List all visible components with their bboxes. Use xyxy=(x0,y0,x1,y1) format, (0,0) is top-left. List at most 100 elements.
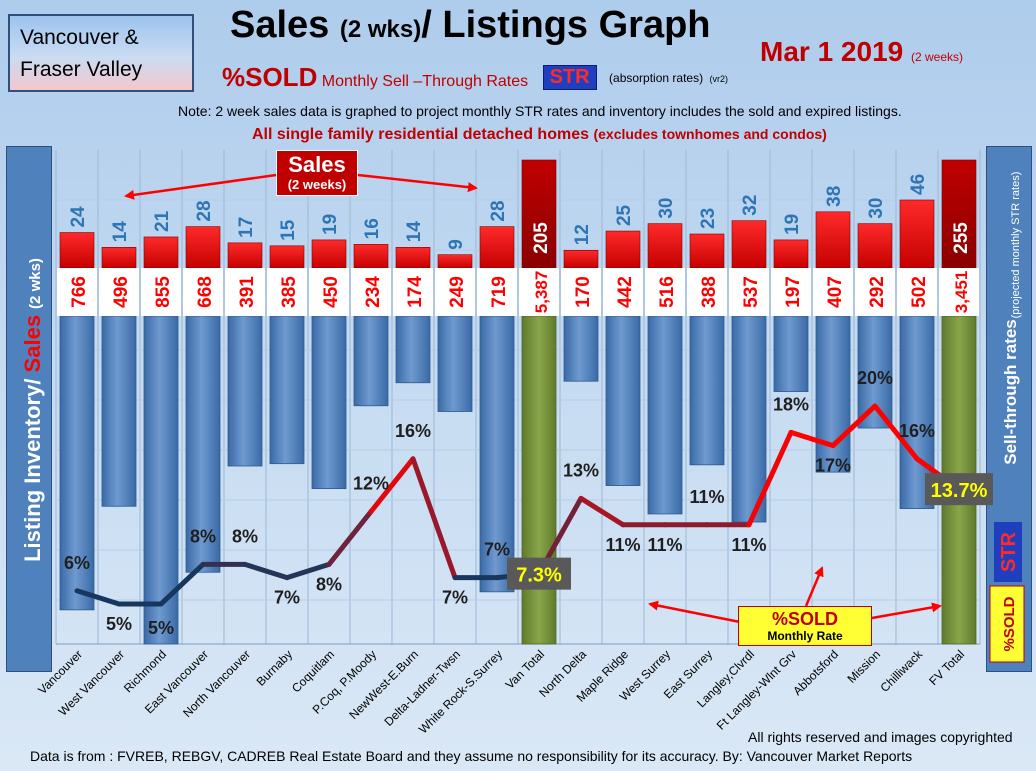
inventory-label-band xyxy=(57,268,97,316)
sold-arrow-right xyxy=(871,602,942,620)
sold-total-label: 13.7% xyxy=(931,480,988,502)
inventory-bar xyxy=(689,315,725,466)
sales-bar xyxy=(185,226,221,269)
sales-label: 14 xyxy=(110,221,131,243)
inventory-label: 388 xyxy=(699,276,720,308)
sales-bar xyxy=(269,245,305,269)
sales-label: 205 xyxy=(531,222,552,254)
inventory-label-band xyxy=(729,268,769,316)
sales-label: 12 xyxy=(572,224,593,245)
sold-line-segment xyxy=(830,403,878,449)
sales-bar xyxy=(101,247,137,269)
sales-bar xyxy=(437,254,473,269)
sold-line-segment xyxy=(158,561,206,607)
inventory-label-band xyxy=(939,268,979,316)
category-label: Delta-Ladner-Twsn xyxy=(382,647,464,729)
inventory-bar xyxy=(773,315,809,392)
left-axis-label: Listing Inventory/ Sales(2 wks) xyxy=(20,258,45,562)
inventory-label: 516 xyxy=(657,276,678,308)
inventory-label-band xyxy=(267,268,307,316)
sales-arrow-left xyxy=(124,173,277,200)
sold-label: 7% xyxy=(274,588,300,608)
bars-layer xyxy=(57,159,979,645)
inventory-label-band xyxy=(561,268,601,316)
inventory-label: 197 xyxy=(783,276,804,308)
inventory-bar xyxy=(143,315,179,645)
sales-label: 19 xyxy=(320,214,341,235)
inventory-label-band xyxy=(645,268,685,316)
sold-label: 16% xyxy=(395,421,431,441)
str-badge: STR xyxy=(542,65,597,90)
sold-label: 5% xyxy=(106,614,132,634)
category-label: Abbotsford xyxy=(790,647,841,698)
inventory-label: 234 xyxy=(363,276,384,308)
inventory-label-band xyxy=(519,268,559,316)
right-str-badge xyxy=(994,522,1022,582)
sold-label: 13% xyxy=(563,460,599,480)
category-label: Ft Langley-Wlnt Grv xyxy=(714,647,799,732)
inventory-bar xyxy=(605,315,641,486)
sales-label: 15 xyxy=(278,219,299,241)
sold-total-box xyxy=(925,473,993,506)
sales-bar xyxy=(395,247,431,269)
inventory-bar xyxy=(563,315,599,382)
inventory-label-band xyxy=(603,268,643,316)
sales-label: 28 xyxy=(488,200,509,221)
inventory-label: 719 xyxy=(489,276,510,308)
inventory-bar xyxy=(353,315,389,407)
inventory-label-band xyxy=(351,268,391,316)
sales-bar xyxy=(689,233,725,269)
inventory-label-band xyxy=(897,268,937,316)
right-sold-badge xyxy=(989,585,1025,663)
sales-label: 9 xyxy=(446,239,467,250)
inventory-label-band xyxy=(435,268,475,316)
sales-label: 14 xyxy=(404,221,425,243)
sales-bar xyxy=(479,226,515,269)
labels-layer: 766 24 496 14 855 21 668 28 391 17 385 15 450 19 234 16… xyxy=(68,174,972,313)
sold-line-layer: 6% 5% 5% 8% 8% 7% 8% 12% 16% 7% 7% 7.3% 13% 11% 11% 11%… xyxy=(64,368,993,638)
sold-label: 18% xyxy=(773,394,809,414)
sales-bar xyxy=(647,223,683,269)
sold-label: 11% xyxy=(647,535,682,555)
arrows-layer xyxy=(124,173,942,624)
region-line-2: Fraser Valley xyxy=(20,58,143,81)
sales-callout-title: Sales xyxy=(288,152,346,177)
sold-line-segment xyxy=(410,456,458,581)
sales-bar xyxy=(899,199,935,269)
absorption-note: (absorption rates) xyxy=(609,71,704,85)
sold-callout-title: %SOLD xyxy=(771,609,838,629)
sold-label: 11% xyxy=(689,487,724,507)
sold-label: 8% xyxy=(316,574,342,594)
inventory-label: 407 xyxy=(825,276,846,308)
inventory-label: 5,387 xyxy=(532,271,551,314)
version-note: (vr2) xyxy=(709,74,729,84)
inventory-label: 292 xyxy=(867,276,888,308)
inventory-label: 502 xyxy=(909,276,930,308)
sales-label: 32 xyxy=(740,195,761,216)
inventory-label-band xyxy=(183,268,223,316)
inventory-label: 170 xyxy=(573,276,594,308)
sales-label: 17 xyxy=(236,217,257,238)
sold-line-segment xyxy=(368,456,416,515)
right-axis-sublabel: (projected monthly STR rates) xyxy=(1010,172,1022,319)
inventory-label: 391 xyxy=(237,276,258,308)
sold-label: 20% xyxy=(857,368,893,388)
sales-label: 24 xyxy=(68,206,89,228)
subtitle-sold: %SOLD xyxy=(222,62,318,92)
category-label: Mission xyxy=(844,647,883,686)
region-box: Vancouver & Fraser Valley xyxy=(8,14,194,92)
inventory-label: 766 xyxy=(69,276,90,308)
sold-label: 11% xyxy=(605,535,640,555)
sales-bar xyxy=(353,244,389,269)
inventory-label-band xyxy=(477,268,517,316)
sold-label: 8% xyxy=(190,526,216,546)
sold-line-segment xyxy=(578,495,626,528)
chart-title: Sales (2 wks)/ Listings Graph xyxy=(230,4,740,47)
inventory-label-band xyxy=(225,268,265,316)
chart-note: Note: 2 week sales data is graphed to pr… xyxy=(178,103,902,119)
category-label: FV Total xyxy=(926,647,967,688)
inventory-bar xyxy=(437,315,473,412)
left-axis-box xyxy=(6,146,52,672)
inventory-label-band xyxy=(771,268,811,316)
